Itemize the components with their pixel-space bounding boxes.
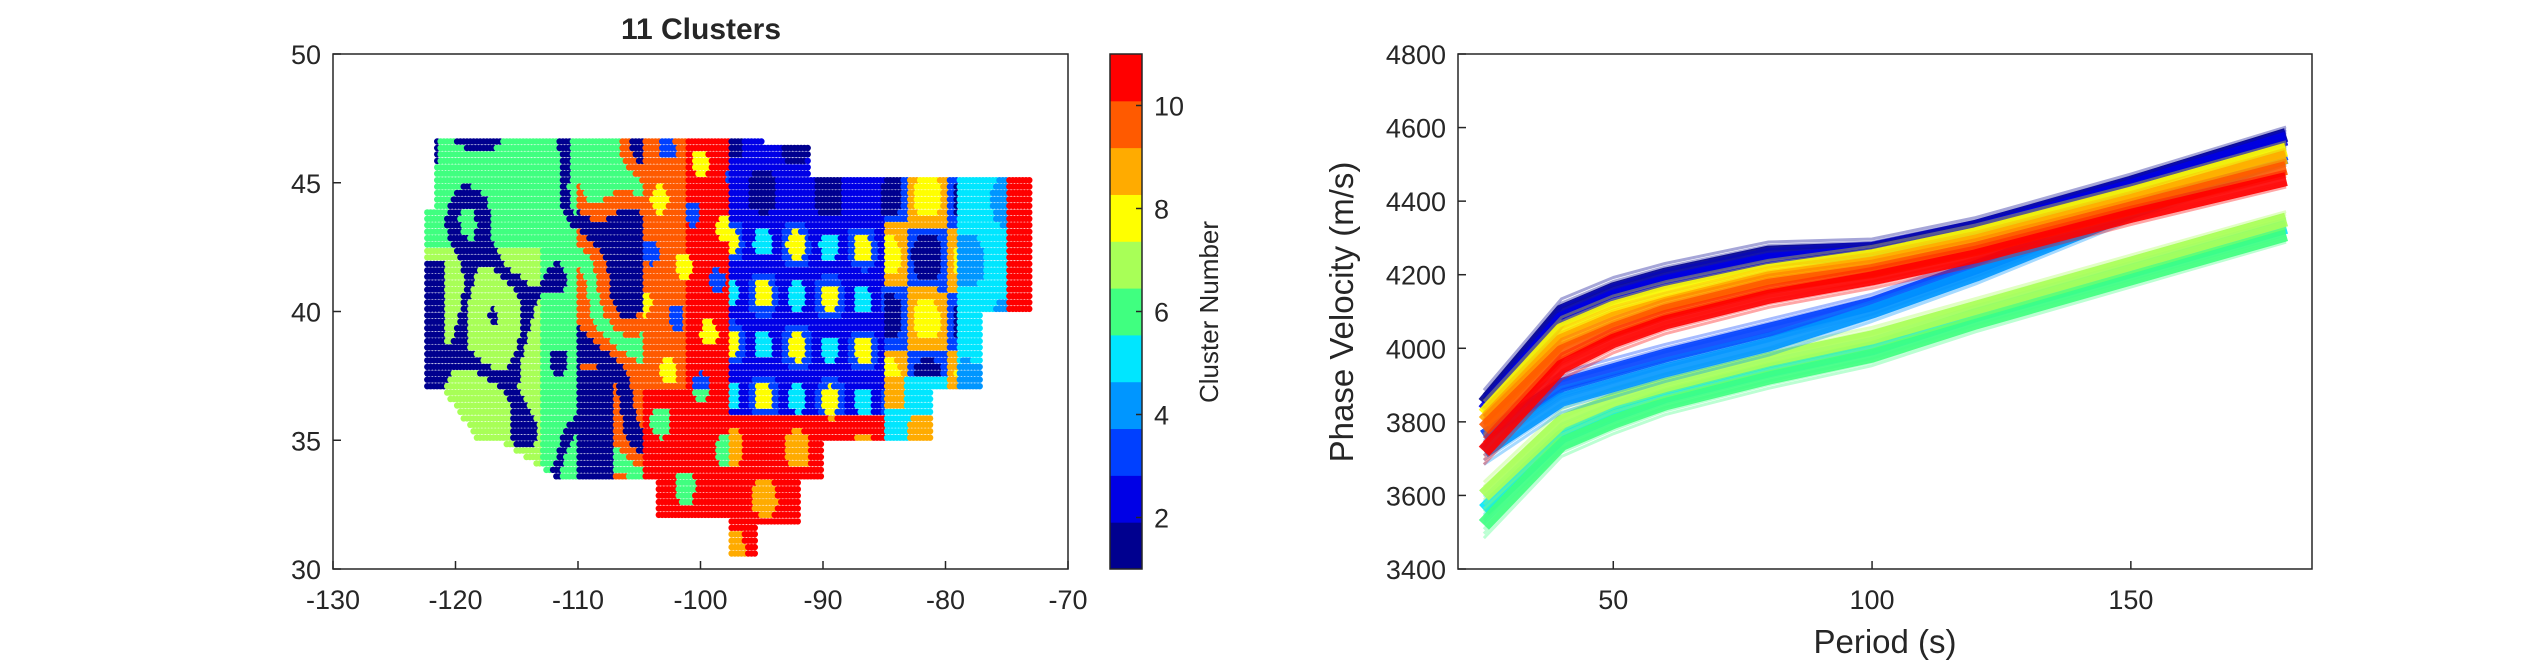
- map-point: [794, 511, 801, 519]
- map-point: [751, 550, 758, 557]
- map-point: [794, 479, 801, 486]
- map-point: [1026, 286, 1033, 293]
- map-point: [976, 370, 983, 377]
- map-point: [926, 389, 934, 396]
- map-point: [976, 363, 983, 371]
- map-point: [751, 543, 758, 551]
- map-point: [976, 331, 983, 338]
- map-point: [794, 518, 801, 525]
- map-title: 11 Clusters: [621, 13, 781, 46]
- map-point: [751, 531, 758, 538]
- map-point: [976, 383, 983, 390]
- cluster-map-panel: 11 Clusters -130 -120 -110 -100 -90 -80 -70 30…: [291, 13, 1088, 615]
- map-point: [817, 473, 825, 480]
- map-point: [751, 537, 758, 544]
- map-point: [794, 492, 801, 499]
- map-point: [926, 395, 934, 403]
- map-point: [1026, 292, 1033, 300]
- map-point: [976, 357, 983, 364]
- map-point: [1026, 305, 1033, 313]
- map-point: [1026, 299, 1033, 306]
- map-points: [424, 138, 1033, 557]
- map-point: [794, 486, 801, 493]
- map-point: [817, 440, 825, 448]
- map-point: [1026, 280, 1033, 287]
- map-point: [976, 337, 983, 345]
- map-point: [817, 453, 825, 461]
- map-point: [976, 350, 983, 358]
- map-point: [817, 447, 825, 454]
- map-point: [926, 408, 934, 416]
- map-point: [926, 421, 934, 428]
- map-point: [926, 415, 934, 422]
- map-point: [976, 325, 983, 332]
- map-point: [817, 466, 825, 474]
- map-point: [817, 460, 825, 467]
- map-point: [926, 402, 934, 409]
- map-point: [926, 434, 934, 441]
- map-point: [794, 505, 801, 512]
- map-point: [976, 312, 983, 319]
- map-point: [751, 524, 758, 531]
- map-point: [976, 344, 983, 351]
- map-point: [794, 498, 801, 506]
- map-point: [976, 318, 983, 325]
- map-point: [976, 376, 983, 383]
- map-point: [926, 428, 934, 435]
